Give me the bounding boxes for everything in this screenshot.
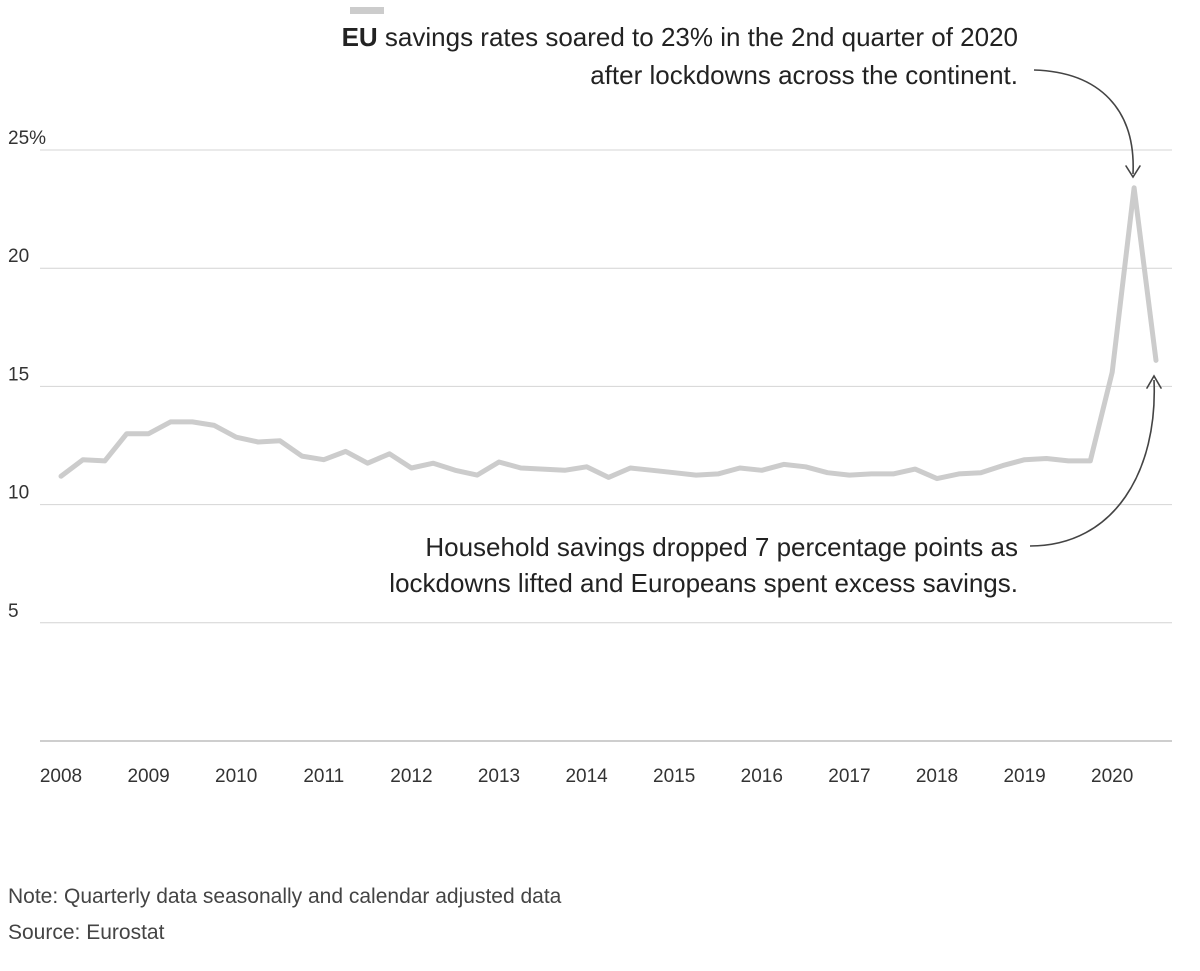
x-tick-label: 2019	[1003, 766, 1045, 787]
legend-swatch	[350, 7, 384, 14]
y-tick-label: 25%	[8, 128, 46, 149]
bottom-arrow	[1029, 379, 1156, 547]
footer-source: Source: Eurostat	[8, 921, 165, 944]
footer-note: Note: Quarterly data seasonally and cale…	[8, 885, 562, 908]
top-arrowhead	[1125, 165, 1141, 179]
y-tick-label: 15	[8, 364, 29, 385]
x-tick-label: 2010	[215, 766, 257, 787]
bottom-annotation-line2: lockdowns lifted and Europeans spent exc…	[389, 568, 1018, 598]
y-tick-label: 10	[8, 483, 29, 504]
y-tick-label: 5	[8, 601, 19, 622]
bottom-annotation: Household savings dropped 7 percentage p…	[389, 374, 1162, 598]
gridlines	[40, 149, 1172, 624]
x-tick-label: 2012	[390, 766, 432, 787]
x-tick-label: 2009	[127, 766, 169, 787]
x-tick-label: 2016	[741, 766, 783, 787]
x-tick-label: 2017	[828, 766, 870, 787]
bottom-annotation-line1: Household savings dropped 7 percentage p…	[425, 532, 1018, 562]
legend-label: EU	[342, 22, 378, 52]
top-annotation-text: savings rates soared to 23% in the 2nd q…	[378, 22, 1018, 52]
x-tick-label: 2014	[565, 766, 608, 787]
x-axis-ticks: 2008 2009 2010 2011 2012 2013 2014 2015 2016 2017…	[40, 766, 1133, 787]
y-axis-ticks: 25% 20 15 10 5	[8, 128, 46, 622]
eu-savings-rate-line	[58, 185, 1159, 482]
top-annotation: EU savings rates soared to 23% in the 2n…	[342, 7, 1141, 179]
x-tick-label: 2020	[1091, 766, 1133, 787]
x-tick-label: 2013	[478, 766, 520, 787]
x-tick-label: 2011	[303, 766, 344, 787]
bottom-arrowhead	[1146, 374, 1162, 389]
top-annotation-line2: after lockdowns across the continent.	[590, 60, 1018, 90]
x-tick-label: 2018	[916, 766, 958, 787]
top-annotation-line1: EU savings rates soared to 23% in the 2n…	[342, 22, 1018, 52]
x-tick-label: 2015	[653, 766, 695, 787]
top-arrow	[1033, 69, 1134, 175]
x-tick-label: 2008	[40, 766, 82, 787]
y-tick-label: 20	[8, 246, 29, 267]
